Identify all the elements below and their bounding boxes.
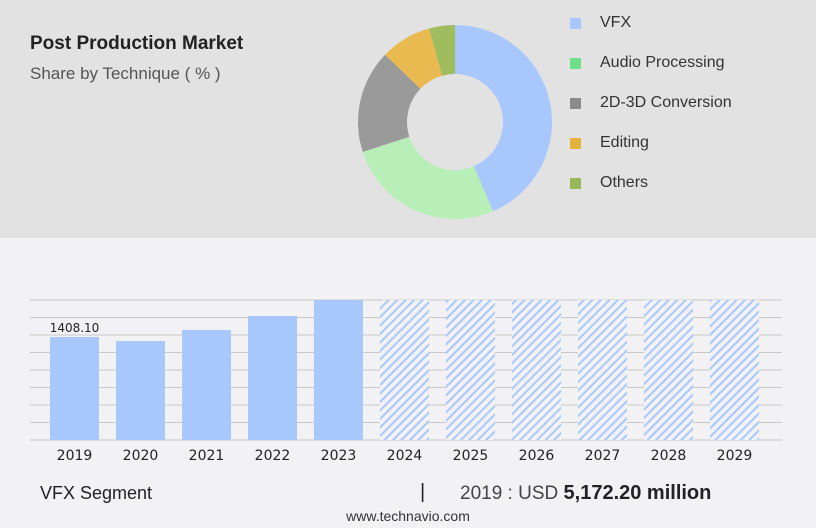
bar-2026 [512, 300, 561, 440]
donut-slice-others [429, 25, 455, 76]
bar-2021 [182, 329, 231, 440]
year-text: 2019 : USD [460, 483, 559, 504]
legend-item: 2D-3D Conversion [570, 94, 732, 112]
x-tick-label: 2026 [519, 448, 555, 464]
bar-2028 [644, 300, 693, 440]
legend-item: VFX [570, 14, 631, 32]
x-tick-label: 2019 [57, 448, 93, 464]
bar-chart: 2019 1408.10 2020 2021 2022 2023 2024 2025 2026 2… [30, 299, 782, 464]
legend-label: Editing [600, 134, 649, 151]
x-tick-label: 2023 [321, 448, 357, 464]
legend-label: 2D-3D Conversion [600, 94, 732, 111]
page-subtitle: Share by Technique ( % ) [30, 64, 221, 83]
data-label: 1408.10 [50, 321, 100, 335]
donut-slice-2d-3d-conversion [358, 54, 421, 152]
legend-swatch [570, 97, 581, 109]
x-tick-label: 2025 [453, 448, 489, 464]
segment-value: 2019 : USD 5,172.20 million [460, 482, 711, 505]
legend-swatch [570, 57, 581, 69]
x-tick-label: 2029 [717, 448, 753, 464]
donut-slice-editing [385, 28, 443, 89]
segment-label: VFX Segment [40, 483, 153, 503]
bar-2027 [578, 300, 627, 440]
site-url[interactable]: www.technavio.com [346, 508, 470, 524]
legend-swatch [570, 137, 581, 149]
bar-2022 [248, 316, 297, 440]
bar-2023 [314, 300, 363, 440]
legend-swatch [570, 177, 581, 189]
legend-swatch [570, 17, 581, 29]
value-text: 5,172.20 million [563, 482, 712, 504]
donut-chart [358, 25, 552, 219]
x-tick-label: 2020 [123, 448, 159, 464]
bar-2029 [710, 300, 759, 440]
x-tick-label: 2027 [585, 448, 621, 464]
donut-slice-audio-processing [362, 136, 493, 219]
x-tick-label: 2028 [651, 448, 687, 464]
donut-slice-vfx [455, 25, 552, 212]
x-tick-label: 2022 [255, 448, 291, 464]
legend-item: Audio Processing [570, 54, 725, 72]
x-tick-label: 2021 [189, 448, 225, 464]
bar-2019 [50, 337, 99, 440]
bar-2020 [116, 341, 165, 440]
bar-2024 [380, 300, 429, 440]
separator: | [420, 481, 426, 503]
legend-item: Others [570, 174, 648, 192]
bar-2025 [446, 300, 495, 440]
page-title: Post Production Market [30, 33, 244, 54]
legend-item: Editing [570, 134, 649, 152]
legend-label: Others [600, 174, 649, 191]
legend-label: VFX [600, 14, 632, 31]
x-tick-label: 2024 [387, 448, 423, 464]
legend-label: Audio Processing [600, 54, 725, 71]
